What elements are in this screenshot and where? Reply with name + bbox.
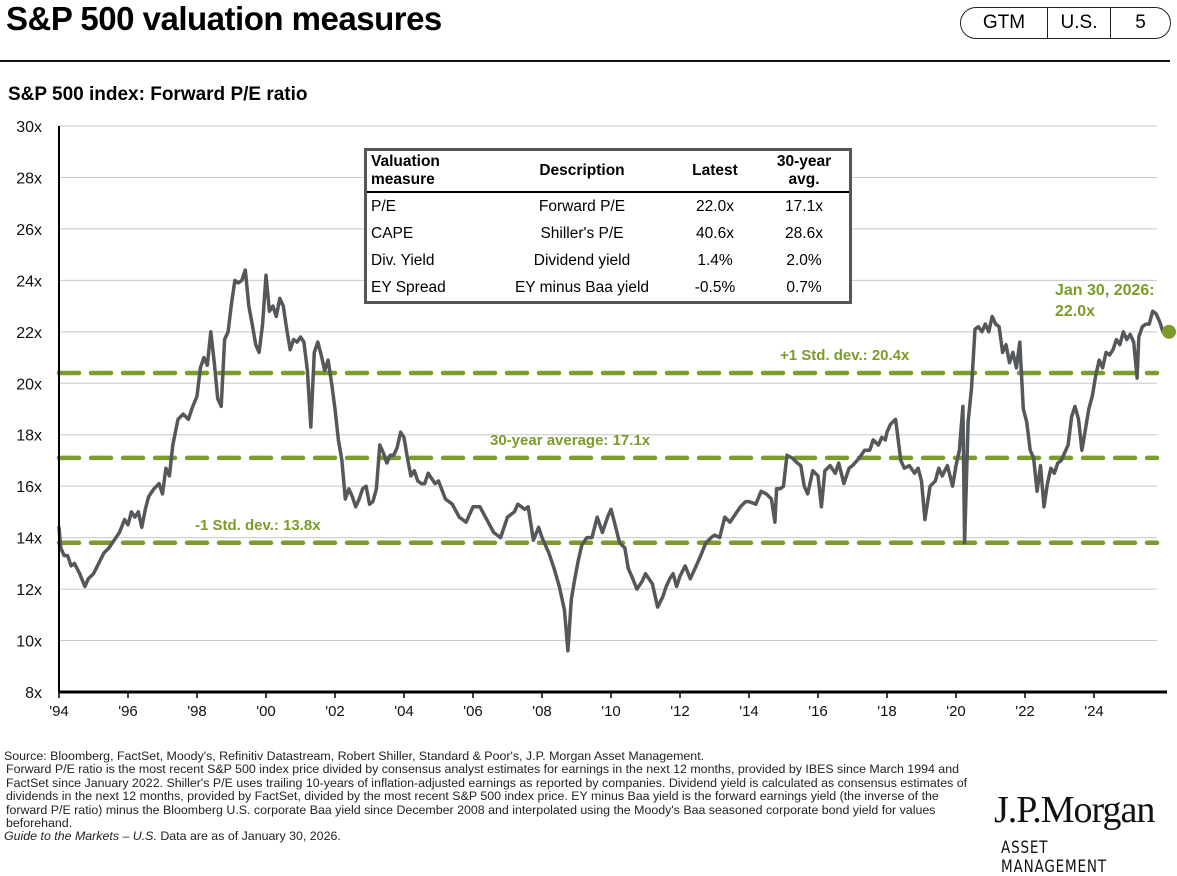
x-tick-label: '16 <box>808 703 828 720</box>
y-tick-label: 30x <box>16 119 42 136</box>
y-tick-label: 10x <box>16 634 42 651</box>
y-axis-tick-labels: 8x 10x 12x 14x 16x 18x 20x 22x 24x 26x 28x 30x <box>16 119 42 702</box>
cell-latest: 1.4% <box>697 251 733 269</box>
footnote-guide: Guide to the Markets – U.S. Data are as … <box>4 830 979 843</box>
x-axis-tick-labels: '94 '96 '98 '00 '02 '04 '06 '08 '10 '12 '14 '16 '18 '… <box>49 703 1104 720</box>
table-row: Div. Yield Dividend yield 1.4% 2.0% <box>367 247 849 274</box>
cell-latest: 40.6x <box>696 224 734 242</box>
x-tick-label: '20 <box>946 703 966 720</box>
cell-description: Forward P/E <box>538 197 626 215</box>
valuation-measures-table: Valuation measure Description Latest 30-… <box>364 148 852 304</box>
x-tick-label: '06 <box>463 703 483 720</box>
x-tick-label: '00 <box>256 703 276 720</box>
annotation-value: 22.0x <box>1055 303 1095 320</box>
y-tick-label: 14x <box>16 531 42 548</box>
x-tick-label: '22 <box>1015 703 1035 720</box>
reference-line-label: 30-year average: 17.1x <box>490 432 651 449</box>
y-tick-label: 22x <box>16 325 42 342</box>
y-tick-label: 12x <box>16 582 42 599</box>
cell-measure: EY Spread <box>371 278 446 296</box>
x-tick-label: '04 <box>394 703 414 720</box>
badge-gtm: GTM <box>961 8 1048 38</box>
cell-30yr-avg: 2.0% <box>786 251 822 269</box>
y-tick-label: 26x <box>16 222 42 239</box>
reference-line-label: -1 Std. dev.: 13.8x <box>195 517 321 534</box>
x-tick-label: '14 <box>739 703 759 720</box>
series-layer <box>57 268 1165 653</box>
badge-region: U.S. <box>1048 8 1111 38</box>
x-tick-label: '10 <box>601 703 621 720</box>
reference-line-label: +1 Std. dev.: 20.4x <box>780 347 910 364</box>
cell-measure: CAPE <box>371 224 414 242</box>
table-row: P/E Forward P/E 22.0x 17.1x <box>367 192 849 220</box>
cell-description: EY minus Baa yield <box>514 278 650 296</box>
cell-description: Dividend yield <box>533 251 631 269</box>
x-tick-label: '96 <box>118 703 138 720</box>
cell-latest: -0.5% <box>694 278 736 296</box>
x-tick-label: '94 <box>49 703 69 720</box>
col-header-30yr-avg: 30-year avg. <box>759 151 849 193</box>
cell-measure: Div. Yield <box>371 251 435 269</box>
x-tick-label: '12 <box>670 703 690 720</box>
footnote: Source: Bloomberg, FactSet, Moody's, Ref… <box>4 749 979 844</box>
cell-30yr-avg: 28.6x <box>785 224 823 242</box>
y-tick-label: 8x <box>25 685 42 702</box>
header-divider <box>0 60 1170 62</box>
table-row: EY Spread EY minus Baa yield -0.5% 0.7% <box>367 274 849 301</box>
latest-value-marker <box>1162 324 1176 339</box>
jpmorgan-logo: J.P.Morgan <box>994 789 1155 831</box>
x-tick-label: '24 <box>1084 703 1104 720</box>
col-header-description: Description <box>493 151 671 193</box>
cell-latest: 22.0x <box>696 197 734 215</box>
y-tick-label: 18x <box>16 428 42 445</box>
cell-measure: P/E <box>371 197 396 215</box>
cell-description: Shiller's P/E <box>540 224 624 242</box>
series-line-forward-pe <box>57 268 1165 653</box>
cell-30yr-avg: 0.7% <box>786 278 822 296</box>
asset-management-logo-text: ASSET MANAGEMENT <box>1001 838 1107 876</box>
y-tick-label: 24x <box>16 273 42 290</box>
data-as-of: Data are as of January 30, 2026. <box>156 829 341 844</box>
y-tick-label: 28x <box>16 170 42 187</box>
x-tick-label: '98 <box>187 703 207 720</box>
x-tick-label: '08 <box>532 703 552 720</box>
annotation-date: Jan 30, 2026: <box>1055 282 1155 299</box>
page-title: S&P 500 valuation measures <box>6 0 442 37</box>
col-header-measure: Valuation measure <box>367 151 493 193</box>
col-header-latest: Latest <box>671 151 759 193</box>
axes <box>58 126 1167 698</box>
annotations: Jan 30, 2026: 22.0x <box>1055 282 1176 339</box>
guide-title: Guide to the Markets – U.S. <box>4 829 157 844</box>
footnote-body: Forward P/E ratio is the most recent S&P… <box>6 762 968 831</box>
table-row: CAPE Shiller's P/E 40.6x 28.6x <box>367 220 849 247</box>
y-tick-label: 16x <box>16 479 42 496</box>
x-tick-label: '02 <box>325 703 345 720</box>
footnote-source: Source: Bloomberg, FactSet, Moody's, Ref… <box>4 749 705 763</box>
y-tick-label: 20x <box>16 376 42 393</box>
chart-subtitle: S&P 500 index: Forward P/E ratio <box>8 84 308 105</box>
x-tick-label: '18 <box>877 703 897 720</box>
table-header-row: Valuation measure Description Latest 30-… <box>367 151 849 193</box>
badge-page-number: 5 <box>1135 12 1146 33</box>
gtm-badge: GTM U.S. 5 <box>960 7 1171 39</box>
cell-30yr-avg: 17.1x <box>785 197 823 215</box>
